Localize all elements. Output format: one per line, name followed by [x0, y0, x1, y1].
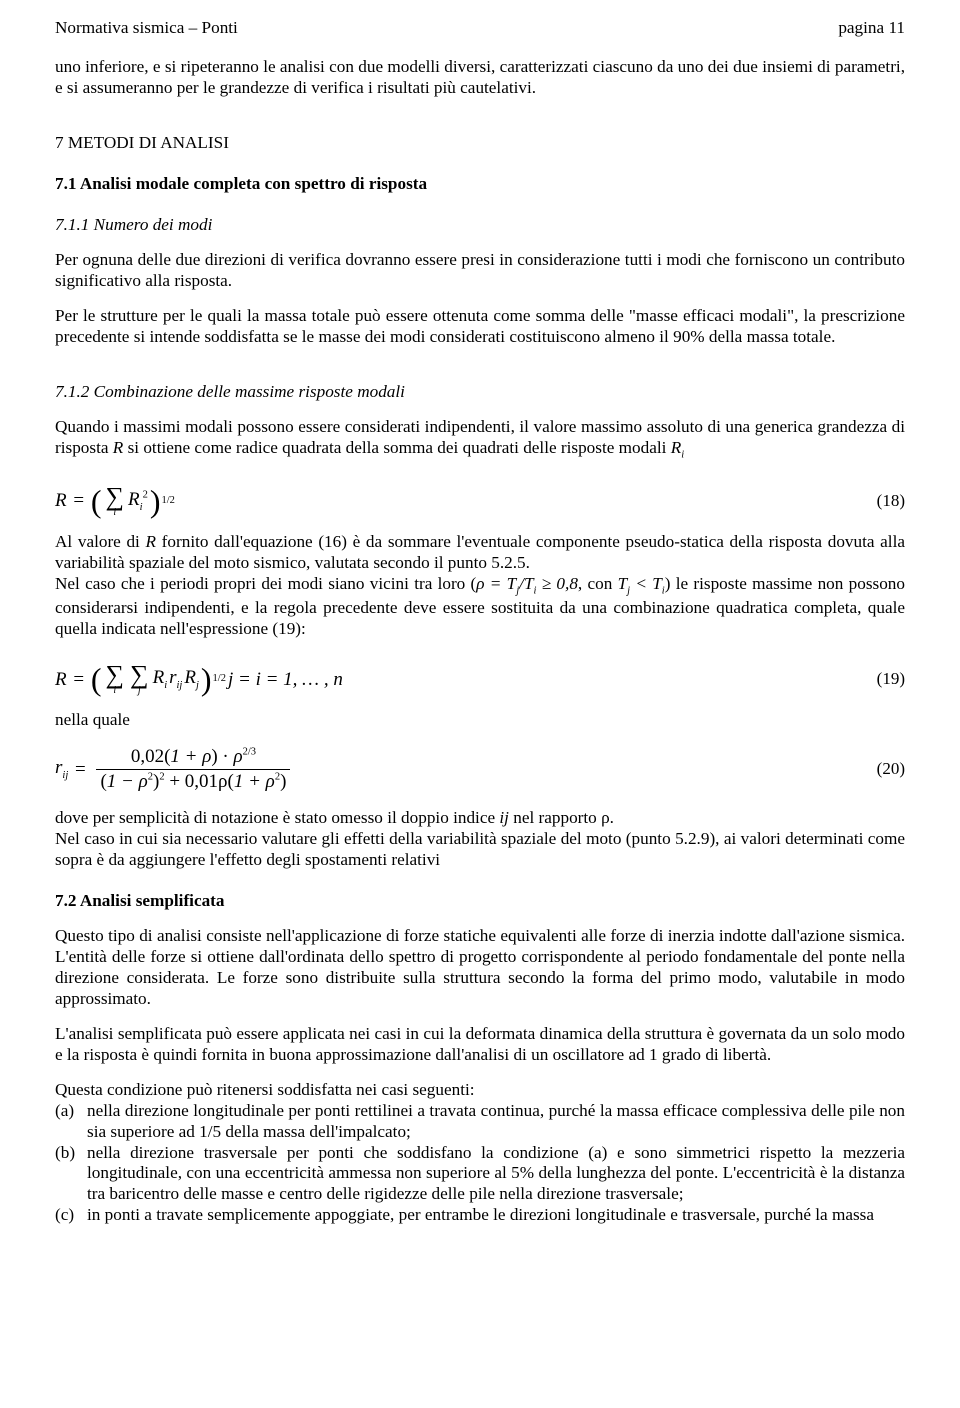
p-7-2-b: L'analisi semplificata può essere applic… — [55, 1024, 905, 1066]
intro-paragraph: uno inferiore, e si ripeteranno le anali… — [55, 57, 905, 99]
list-item-body: nella direzione trasversale per ponti ch… — [87, 1143, 905, 1206]
section-7-2-title: 7.2 Analisi semplificata — [55, 891, 905, 912]
equation-18: R = ( ∑i Ri2 )1/2 (18) — [55, 484, 905, 518]
list-item: (c)in ponti a travate semplicemente appo… — [55, 1205, 905, 1226]
p-7-2-c: Questa condizione può ritenersi soddisfa… — [55, 1080, 905, 1101]
list-item-tag: (c) — [55, 1205, 87, 1226]
section-7-1-2-title: 7.1.2 Combinazione delle massime rispost… — [55, 382, 905, 403]
list-item-body: in ponti a travate semplicemente appoggi… — [87, 1205, 905, 1226]
equation-19-number: (19) — [877, 669, 905, 690]
list-item: (a)nella direzione longitudinale per pon… — [55, 1101, 905, 1143]
section-7-title: 7 METODI DI ANALISI — [55, 133, 905, 154]
equation-18-number: (18) — [877, 491, 905, 512]
p-7-1-1-a: Per ognuna delle due direzioni di verifi… — [55, 250, 905, 292]
p-7-2-a: Questo tipo di analisi consiste nell'app… — [55, 926, 905, 1010]
section-7-1-1-title: 7.1.1 Numero dei modi — [55, 215, 905, 236]
nella-quale: nella quale — [55, 710, 905, 731]
header-right: pagina 11 — [838, 18, 905, 39]
list-item-tag: (a) — [55, 1101, 87, 1143]
list-item-tag: (b) — [55, 1143, 87, 1206]
condition-list: (a)nella direzione longitudinale per pon… — [55, 1101, 905, 1227]
equation-20-number: (20) — [877, 759, 905, 780]
equation-20: rij = 0,02(1 + ρ) · ρ2/3 (1 − ρ2)2 + 0,0… — [55, 745, 905, 794]
p-before-19: Nel caso che i periodi propri dei modi s… — [55, 574, 905, 640]
page: Normativa sismica – Ponti pagina 11 uno … — [0, 0, 960, 1408]
equation-19: R = ( ∑i ∑j Ri rij Rj )1/2 j = i = 1, … … — [55, 662, 905, 696]
page-header: Normativa sismica – Ponti pagina 11 — [55, 18, 905, 39]
list-item-body: nella direzione longitudinale per ponti … — [87, 1101, 905, 1143]
p-after-20-a: dove per semplicità di notazione è stato… — [55, 808, 905, 829]
p-7-1-1-b: Per le strutture per le quali la massa t… — [55, 306, 905, 348]
section-7-1-title: 7.1 Analisi modale completa con spettro … — [55, 174, 905, 195]
list-item: (b)nella direzione trasversale per ponti… — [55, 1143, 905, 1206]
header-left: Normativa sismica – Ponti — [55, 18, 238, 39]
p-after-20-b: Nel caso in cui sia necessario valutare … — [55, 829, 905, 871]
p-7-1-2-a: Quando i massimi modali possono essere c… — [55, 417, 905, 462]
p-after-18: Al valore di R fornito dall'equazione (1… — [55, 532, 905, 574]
